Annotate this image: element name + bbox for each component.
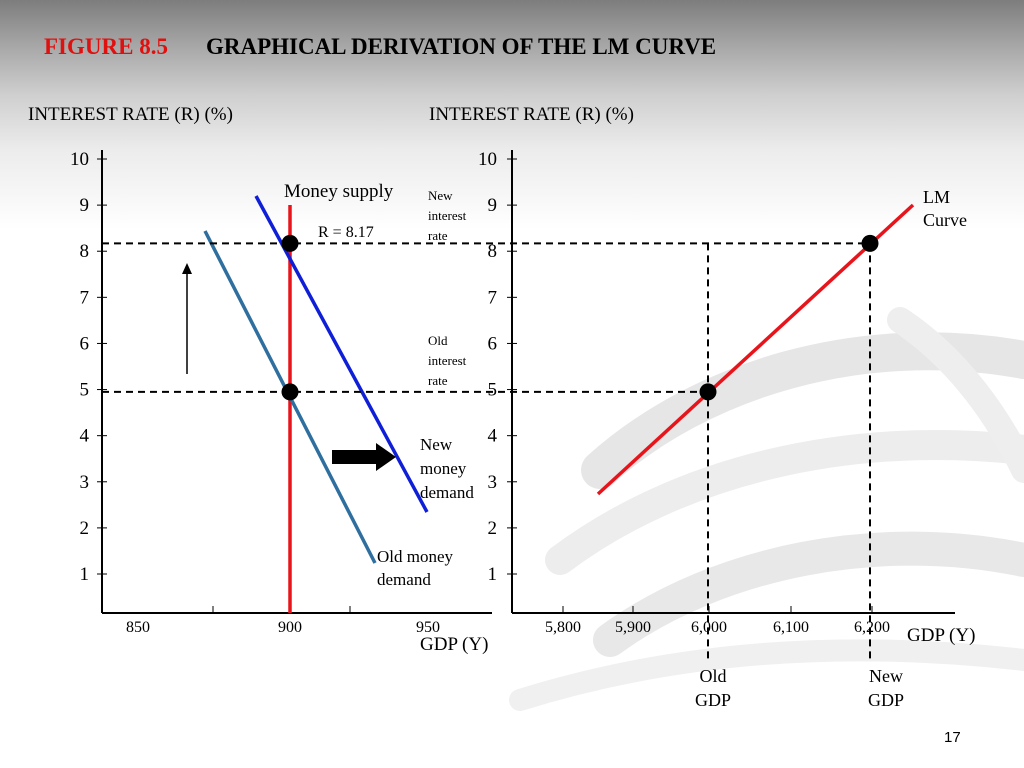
old-money-demand-label: Old money demand	[377, 547, 454, 589]
old-interest-rate-label-line: rate	[428, 373, 448, 388]
right-y-tick-label: 9	[488, 195, 498, 216]
left-y-tick-label: 3	[80, 472, 90, 493]
left-y-tick-label: 10	[70, 149, 89, 170]
lm-curve-line	[596, 203, 915, 496]
right-x-tick-label: 5,800	[545, 619, 581, 636]
old-gdp-label-line: Old	[700, 666, 727, 686]
left-x-axis-title: GDP (Y)	[420, 634, 488, 655]
new-money-demand-label: New money demand	[420, 435, 474, 502]
old-gdp-label-line: GDP	[695, 690, 731, 710]
page-number: 17	[944, 729, 961, 746]
new-gdp-label-line: GDP	[868, 690, 904, 710]
right-x-tick-label: 6,200	[854, 619, 890, 636]
upward-shift-arrowhead	[182, 263, 192, 274]
right-x-tick-label: 5,900	[615, 619, 651, 636]
left-y-tick-label: 4	[80, 426, 90, 447]
right-x-axis-title: GDP (Y)	[907, 625, 975, 646]
new-equilibrium-point-left	[281, 234, 299, 252]
lm-curve-label-line: Curve	[923, 210, 967, 230]
lm-curve-label: LM Curve	[923, 187, 967, 230]
right-x-tick-label: 6,100	[773, 619, 809, 636]
old-gdp-label: Old GDP	[695, 666, 731, 710]
rate-value-label: R = 8.17	[318, 224, 374, 241]
new-interest-rate-label-line: rate	[428, 228, 448, 243]
new-money-demand-label-line: demand	[420, 483, 474, 502]
money-supply-label: Money supply	[284, 181, 394, 202]
right-y-axis-title: INTEREST RATE (R) (%)	[429, 104, 634, 125]
left-y-tick-label: 8	[80, 241, 90, 262]
new-gdp-label: New GDP	[868, 666, 904, 710]
left-y-axis-title: INTEREST RATE (R) (%)	[28, 104, 233, 125]
old-interest-rate-label-line: Old	[428, 333, 448, 348]
right-y-tick-label: 6	[488, 333, 498, 354]
left-y-tick-label: 2	[80, 518, 90, 539]
new-interest-rate-label: New interest rate	[428, 188, 467, 243]
left-y-tick-label: 6	[80, 333, 90, 354]
right-y-tick-label: 2	[488, 518, 498, 539]
old-interest-rate-label: Old interest rate	[428, 333, 467, 388]
left-y-tick-label: 5	[80, 380, 90, 401]
left-x-tick-label: 950	[416, 619, 440, 636]
figure-label: FIGURE 8.5	[44, 34, 168, 59]
right-y-tick-label: 8	[488, 241, 498, 262]
right-y-tick-label: 1	[488, 564, 498, 585]
left-y-tick-label: 1	[80, 564, 90, 585]
old-money-demand-label-line: Old money	[377, 547, 454, 566]
left-x-tick-label: 850	[126, 619, 150, 636]
lm-curve-label-line: LM	[923, 187, 950, 207]
left-y-tick-label: 7	[80, 287, 90, 308]
figure-title: GRAPHICAL DERIVATION OF THE LM CURVE	[205, 34, 717, 59]
right-y-tick-label: 5	[488, 380, 498, 401]
new-money-demand-label-line: New	[420, 435, 453, 454]
new-interest-rate-label-line: New	[428, 188, 453, 203]
left-y-tick-label: 9	[80, 195, 90, 216]
old-interest-rate-label-line: interest	[428, 353, 467, 368]
new-interest-rate-label-line: interest	[428, 208, 467, 223]
right-y-tick-label: 10	[478, 149, 497, 170]
demand-shift-arrow	[332, 443, 396, 471]
old-equilibrium-point-right	[699, 383, 717, 401]
old-equilibrium-point-left	[281, 383, 299, 401]
new-money-demand-label-line: money	[420, 459, 467, 478]
right-y-tick-label: 3	[488, 472, 498, 493]
right-y-tick-label: 7	[488, 287, 498, 308]
new-equilibrium-point-right	[861, 234, 879, 252]
right-y-tick-label: 4	[488, 426, 498, 447]
left-x-tick-label: 900	[278, 619, 302, 636]
new-gdp-label-line: New	[869, 666, 903, 686]
guide-lines	[102, 234, 879, 660]
slide-title: FIGURE 8.5 GRAPHICAL DERIVATION OF THE LM…	[44, 34, 716, 60]
old-money-demand-label-line: demand	[377, 570, 431, 589]
